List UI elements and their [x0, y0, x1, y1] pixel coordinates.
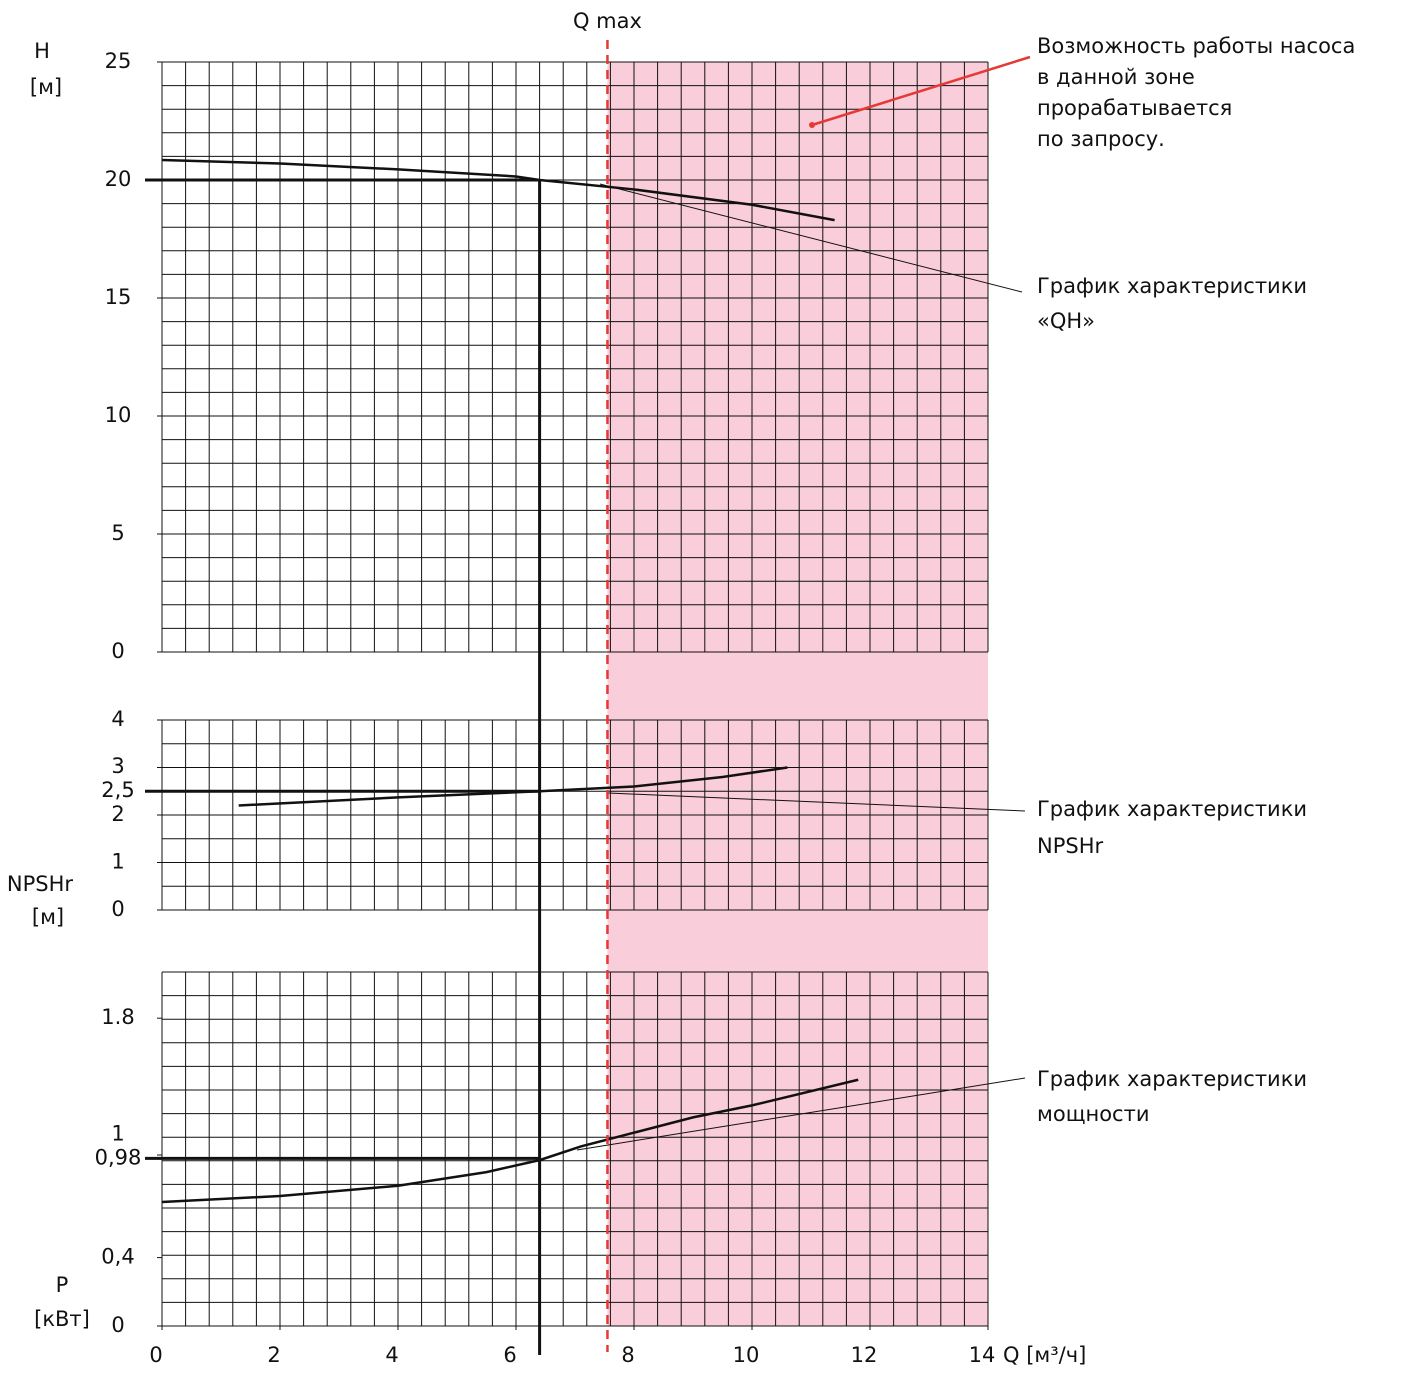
y-axis-label: H [34, 39, 50, 63]
y-axis-label: [кВт] [34, 1307, 90, 1331]
annotation: «QН» [1037, 309, 1095, 333]
y-tick-label: 0 [111, 1313, 124, 1337]
x-tick-label: 0 [149, 1343, 162, 1367]
leader-line [607, 792, 1026, 812]
leader-line [576, 1077, 1026, 1151]
y-tick-label: 2 [111, 802, 124, 826]
annotation: в данной зоне [1037, 65, 1195, 89]
x-tick-label: 6 [503, 1343, 516, 1367]
annotation: График характеристики [1037, 1067, 1307, 1091]
curve [238, 766, 788, 807]
y-axis-label: P [56, 1273, 69, 1297]
annotation: Возможность работы насоса [1037, 34, 1355, 58]
leader-line [599, 183, 1023, 293]
x-tick-label: 2 [267, 1343, 280, 1367]
y-tick-label: 1 [111, 850, 124, 874]
y-tick-label: 4 [111, 707, 124, 731]
curve [161, 158, 835, 222]
y-axis-label: [м] [32, 905, 64, 929]
y-axis-label: NPSHr [7, 872, 73, 896]
x-tick-label: 14 [969, 1343, 996, 1367]
y-tick-label: 10 [105, 403, 132, 427]
annotation: График характеристики [1037, 274, 1307, 298]
leader-dot [809, 122, 815, 128]
annotation: прорабатывается [1037, 96, 1232, 120]
qmax-label: Q max [573, 9, 642, 33]
y-tick-label: 5 [111, 521, 124, 545]
y-tick-label: 1 [111, 1121, 124, 1145]
y-tick-label: 2,5 [101, 778, 134, 802]
y-tick-label: 0,4 [101, 1245, 134, 1269]
y-tick-label: 0 [111, 897, 124, 921]
leader-line [811, 55, 1031, 127]
x-axis-label: Q [м³/ч] [1003, 1343, 1086, 1367]
y-tick-label: 0 [111, 639, 124, 663]
zone [607, 62, 988, 1326]
y-tick-label: 0,98 [95, 1145, 142, 1169]
x-tick-label: 4 [385, 1343, 398, 1367]
x-tick-label: 10 [733, 1343, 760, 1367]
y-tick-label: 20 [105, 167, 132, 191]
y-axis-label: [м] [30, 75, 62, 99]
annotation: по запросу. [1037, 127, 1165, 151]
y-tick-label: 25 [105, 49, 132, 73]
x-tick-label: 12 [851, 1343, 878, 1367]
y-tick-label: 1.8 [101, 1005, 134, 1029]
y-tick-label: 3 [111, 754, 124, 778]
annotation: График характеристики [1037, 797, 1307, 821]
y-tick-label: 15 [105, 285, 132, 309]
x-tick-label: 8 [621, 1343, 634, 1367]
annotation: NPSHr [1037, 834, 1103, 858]
annotation: мощности [1037, 1102, 1149, 1126]
